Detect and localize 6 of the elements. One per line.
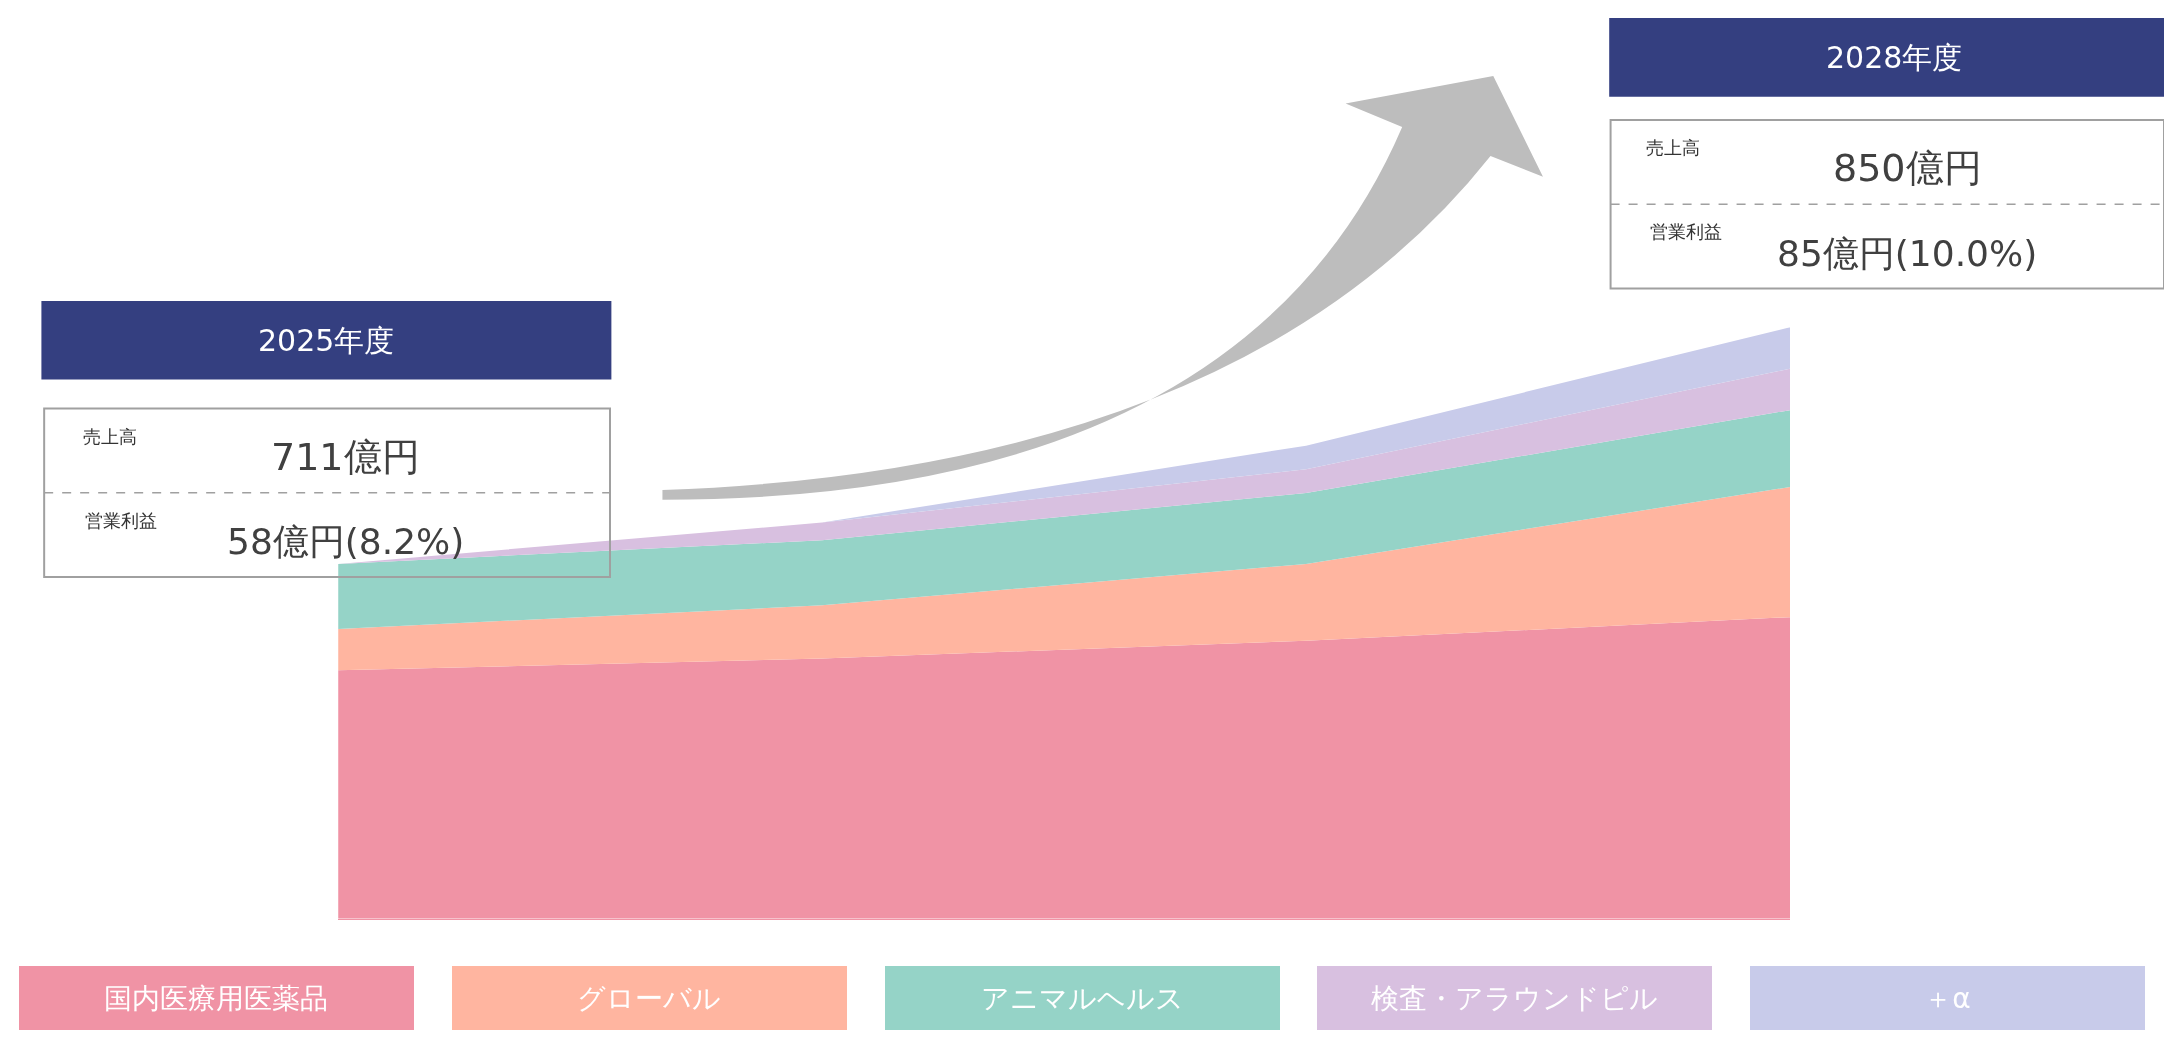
text: アニマルヘルス: [980, 981, 1184, 1015]
text: グローバル: [577, 981, 722, 1015]
text: 国内医療用医薬品: [104, 981, 329, 1015]
text: 2028年度: [1826, 40, 1963, 75]
annotation: 2025年度: [258, 323, 395, 358]
text: 検査・アラウンドピル: [1370, 981, 1658, 1015]
